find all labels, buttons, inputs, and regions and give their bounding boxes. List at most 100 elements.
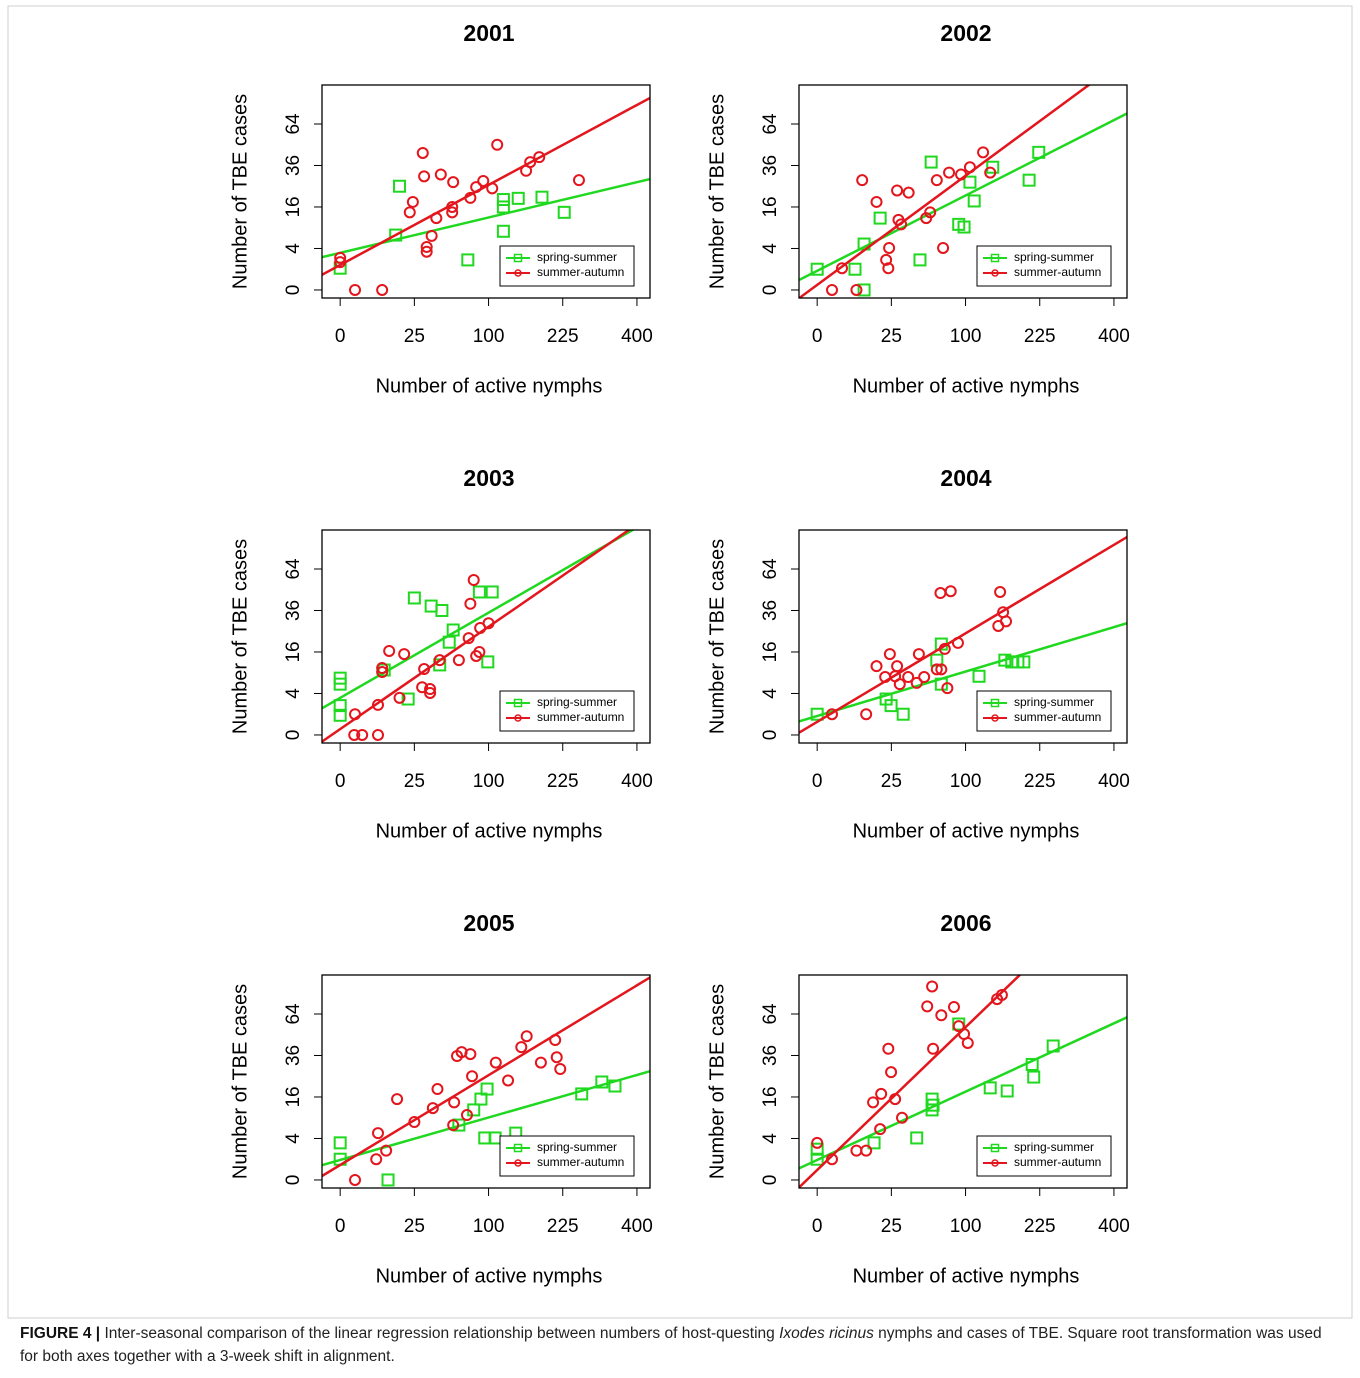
y-tick-label: 4 (283, 243, 304, 254)
x-tick-label: 400 (1098, 1216, 1130, 1237)
legend-label: summer-autumn (1014, 1155, 1101, 1169)
marker-circle (391, 1093, 404, 1106)
marker-square (381, 1173, 395, 1187)
marker-circle (434, 168, 447, 181)
marker-square (857, 283, 871, 297)
x-axis-label: Number of active nymphs (376, 375, 603, 397)
marker-circle (944, 585, 957, 598)
x-tick-label: 400 (1098, 771, 1130, 792)
marker-square (393, 179, 407, 193)
x-axis-label: Number of active nymphs (853, 820, 1080, 842)
legend-label: summer-autumn (537, 710, 624, 724)
legend-box (976, 1135, 1112, 1177)
x-axis-label: Number of active nymphs (376, 820, 603, 842)
marker-circle (383, 644, 396, 657)
marker-circle (446, 206, 459, 219)
x-tick-label: 25 (881, 326, 902, 347)
marker-square (963, 175, 977, 189)
y-tick-label: 64 (283, 1003, 304, 1025)
y-tick-label: 36 (760, 1045, 781, 1066)
legend-label: spring-summer (537, 695, 617, 709)
panel-title: 2001 (463, 20, 514, 46)
fit-line (322, 530, 636, 710)
legend-box (499, 1135, 635, 1177)
plot-frame (798, 974, 1128, 1189)
marker-circle (882, 1042, 895, 1055)
marker-circle (486, 182, 499, 195)
marker-square (496, 224, 510, 238)
legend-marker (514, 1159, 522, 1167)
marker-circle (515, 1041, 528, 1054)
y-tick-label: 4 (760, 1133, 781, 1144)
marker-square (435, 603, 449, 617)
y-tick-label: 16 (283, 1086, 304, 1107)
marker-square (424, 599, 438, 613)
marker-circle (918, 671, 931, 684)
marker-square (848, 262, 862, 276)
x-tick-label: 225 (1024, 1216, 1056, 1237)
marker-square (442, 635, 456, 649)
marker-circle (963, 161, 976, 174)
marker-circle (426, 1102, 439, 1115)
marker-circle (464, 597, 477, 610)
marker-circle (467, 573, 480, 586)
x-tick-label: 25 (881, 1216, 902, 1237)
fit-line (322, 1070, 650, 1167)
marker-circle (938, 642, 951, 655)
fit-line (322, 976, 650, 1178)
marker-square (481, 655, 495, 669)
marker-circle (930, 663, 943, 676)
marker-square (595, 1075, 609, 1089)
legend-marker (991, 714, 999, 722)
x-tick-label: 100 (473, 326, 505, 347)
marker-circle (935, 663, 948, 676)
marker-circle (477, 174, 490, 187)
x-tick-label: 25 (881, 771, 902, 792)
y-tick-label: 64 (760, 113, 781, 135)
x-tick-label: 225 (547, 1216, 579, 1237)
panel-title: 2006 (940, 910, 991, 936)
marker-circle (376, 662, 389, 675)
marker-square (485, 585, 499, 599)
marker-circle (418, 663, 431, 676)
y-axis-label: Number of TBE cases (229, 94, 251, 289)
marker-square (1027, 1070, 1041, 1084)
x-tick-label: 400 (621, 771, 653, 792)
marker-circle (572, 174, 585, 187)
caption: FIGURE 4 | Inter-seasonal comparison of … (20, 1322, 1340, 1368)
caption-label: FIGURE 4 | (20, 1325, 101, 1342)
y-tick-label: 36 (760, 600, 781, 621)
marker-circle (398, 648, 411, 661)
caption-species: Ixodes ricinus (779, 1325, 874, 1342)
marker-circle (880, 253, 893, 266)
marker-square (873, 211, 887, 225)
marker-circle (348, 728, 361, 741)
marker-square (1000, 1084, 1014, 1098)
marker-circle (349, 708, 362, 721)
plot-frame (798, 529, 1128, 744)
marker-square (496, 193, 510, 207)
y-tick-label: 0 (283, 285, 304, 296)
legend-label: spring-summer (1014, 250, 1094, 264)
fit-line (799, 112, 1127, 282)
y-tick-label: 0 (760, 730, 781, 741)
marker-circle (349, 1173, 362, 1186)
marker-circle (870, 660, 883, 673)
marker-square (557, 205, 571, 219)
marker-circle (482, 617, 495, 630)
y-tick-label: 64 (760, 558, 781, 580)
marker-circle (984, 166, 997, 179)
legend-marker (990, 1143, 1000, 1153)
plot-frame (321, 974, 651, 1189)
marker-circle (994, 585, 1007, 598)
marker-circle (947, 1001, 960, 1014)
marker-circle (356, 728, 369, 741)
legend-label: summer-autumn (537, 1155, 624, 1169)
marker-circle (489, 1056, 502, 1069)
marker-square (867, 1136, 881, 1150)
marker-circle (850, 1144, 863, 1157)
marker-circle (889, 1093, 902, 1106)
y-axis-label: Number of TBE cases (706, 984, 728, 1179)
marker-circle (420, 245, 433, 258)
